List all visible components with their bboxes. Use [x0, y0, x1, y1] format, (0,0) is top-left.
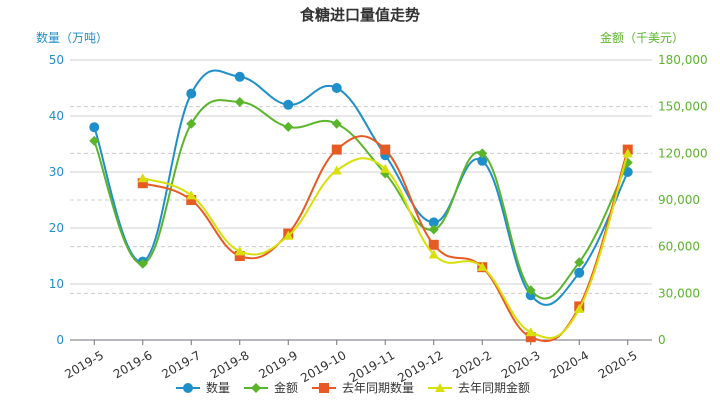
y-right-tick-label: 60,000: [658, 240, 700, 254]
data-point: [234, 71, 245, 82]
data-point: [525, 327, 536, 337]
x-tick-label: 2019-9: [256, 348, 300, 381]
legend-marker: [435, 383, 445, 392]
data-point: [574, 303, 585, 313]
chart-title: 食糖进口量值走势: [300, 6, 420, 24]
y-right-tick-label: 180,000: [658, 53, 708, 67]
data-point: [428, 249, 439, 259]
legend-label: 去年同期数量: [342, 380, 414, 395]
x-tick-label: 2020-3: [499, 348, 543, 381]
data-point: [331, 165, 342, 175]
data-point: [283, 230, 294, 240]
data-point: [380, 144, 391, 155]
series-line: [93, 69, 629, 306]
legend-item-3[interactable]: 去年同期金额: [428, 380, 530, 395]
data-point: [283, 121, 294, 132]
grid-lines: [70, 59, 652, 341]
legend-label: 去年同期金额: [458, 380, 530, 395]
x-tick-label: 2019-12: [395, 348, 445, 385]
data-point: [574, 267, 585, 278]
x-tick-label: 2020-5: [596, 348, 640, 381]
y-left-tick-label: 50: [49, 53, 64, 67]
y-left-axis-label: 数量（万吨）: [36, 30, 108, 45]
y-right-axis-label: 金额（千美元）: [600, 30, 684, 45]
data-point: [137, 173, 148, 183]
y-left-ticks: 0 10 20 30 40 50: [49, 53, 64, 347]
data-point: [89, 122, 100, 133]
legend-label: 金额: [274, 380, 298, 395]
y-left-tick-label: 40: [49, 109, 64, 123]
legend-marker: [251, 383, 261, 393]
legend-item-1[interactable]: 金额: [244, 380, 298, 395]
y-right-tick-label: 90,000: [658, 193, 700, 207]
data-point: [186, 195, 197, 205]
legend[interactable]: 数量 金额 去年同期数量 去年同期金额: [176, 380, 530, 395]
data-point: [477, 261, 488, 271]
y-right-ticks: 0 30,000 60,000 90,000 120,000 150,000 180,000: [658, 53, 708, 347]
x-tick-label: 2019-6: [111, 348, 155, 381]
data-point: [234, 97, 245, 107]
data-point: [428, 224, 439, 235]
series-line: [142, 153, 629, 339]
data-point: [137, 178, 148, 189]
series-1: [89, 97, 633, 300]
data-point: [428, 217, 439, 228]
legend-item-0[interactable]: 数量: [176, 380, 230, 395]
data-point: [428, 239, 439, 250]
x-tick-label: 2019-10: [298, 348, 348, 385]
y-right-tick-label: 120,000: [658, 146, 708, 160]
y-left-tick-label: 10: [49, 277, 64, 291]
data-point: [525, 285, 536, 296]
legend-label: 数量: [206, 380, 230, 395]
legend-marker: [183, 383, 193, 393]
y-right-tick-label: 30,000: [658, 286, 700, 300]
y-right-tick-label: 0: [658, 333, 666, 347]
series-line: [93, 99, 629, 300]
data-point: [331, 83, 342, 93]
data-point: [234, 251, 245, 261]
legend-marker: [319, 383, 329, 393]
series-layer: [89, 69, 633, 343]
data-point: [331, 118, 342, 129]
x-tick-label: 2019-8: [208, 348, 252, 381]
data-point: [380, 163, 391, 173]
y-left-tick-label: 30: [49, 165, 64, 179]
data-point: [622, 148, 633, 158]
data-point: [137, 258, 148, 269]
y-right-tick-label: 150,000: [658, 100, 708, 114]
data-point: [234, 246, 245, 256]
x-tick-label: 2019-7: [159, 348, 203, 381]
x-tick-label: 2019-5: [62, 348, 106, 381]
x-ticks: 2019-5 2019-6 2019-7 2019-8 2019-92019-10201…: [62, 340, 640, 385]
x-tick-label: 2019-11: [347, 348, 397, 385]
data-point: [525, 332, 536, 343]
x-tick-label: 2020-4: [547, 348, 591, 381]
data-point: [477, 148, 488, 159]
data-point: [283, 99, 294, 110]
data-point: [574, 257, 585, 268]
x-tick-label: 2020-2: [450, 348, 494, 381]
data-point: [331, 144, 342, 155]
data-point: [186, 88, 197, 99]
data-point: [477, 155, 488, 166]
legend-item-2[interactable]: 去年同期数量: [312, 380, 414, 395]
data-point: [186, 118, 197, 129]
data-point: [186, 190, 197, 200]
series-3: [137, 148, 633, 339]
y-left-tick-label: 20: [49, 221, 64, 235]
y-left-tick-label: 0: [56, 333, 64, 347]
data-point: [89, 135, 100, 146]
